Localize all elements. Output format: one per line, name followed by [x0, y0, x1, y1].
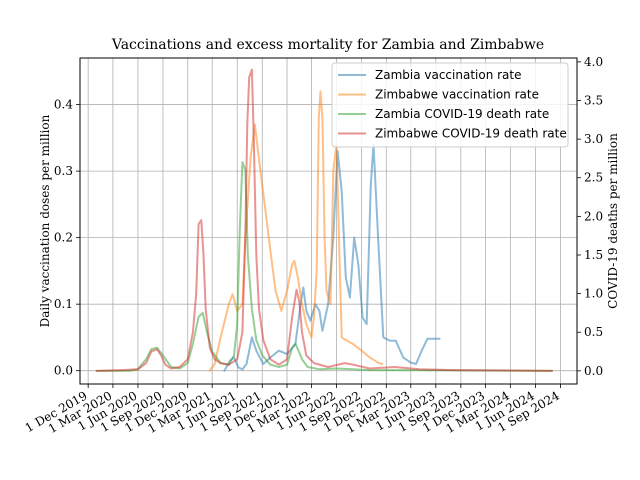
chart-title: Vaccinations and excess mortality for Za…	[111, 37, 544, 53]
right-tick-label: 1.5	[584, 248, 603, 262]
left-tick-label: 0.1	[54, 297, 73, 311]
series-line-3	[95, 161, 553, 372]
right-tick-label: 3.0	[584, 132, 603, 146]
right-tick-label: 0.5	[584, 325, 603, 339]
right-tick-label: 0.0	[584, 364, 603, 378]
legend-label: Zambia vaccination rate	[375, 68, 522, 82]
right-axis-label: COVID-19 deaths per million	[606, 133, 620, 309]
legend-label: Zimbabwe vaccination rate	[375, 88, 539, 102]
right-tick-label: 4.0	[584, 55, 603, 69]
left-tick-label: 0.0	[54, 364, 73, 378]
legend-label: Zimbabwe COVID-19 death rate	[375, 127, 567, 141]
legend: Zambia vaccination rate Zimbabwe vaccinat…	[331, 62, 569, 148]
left-tick-label: 0.2	[54, 231, 73, 245]
right-tick-label: 2.5	[584, 171, 603, 185]
left-axis-label: Daily vaccination doses per million	[38, 114, 52, 327]
right-tick-label: 3.5	[584, 93, 603, 107]
left-axis-ticks: 0.0 0.1 0.2 0.3 0.4	[54, 98, 80, 378]
right-tick-label: 2.0	[584, 209, 603, 223]
plot-frame	[79, 57, 578, 385]
legend-label: Zambia COVID-19 death rate	[375, 107, 549, 121]
right-axis-ticks: 0.0 0.5 1.0 1.5 2.0 2.5 3.0 3.5 4.0	[577, 55, 603, 378]
left-tick-label: 0.4	[54, 98, 73, 112]
left-tick-label: 0.3	[54, 164, 73, 178]
series-lines	[95, 68, 553, 372]
legend-box	[331, 62, 569, 148]
right-tick-label: 1.0	[584, 287, 603, 301]
series-line-4	[95, 68, 553, 372]
